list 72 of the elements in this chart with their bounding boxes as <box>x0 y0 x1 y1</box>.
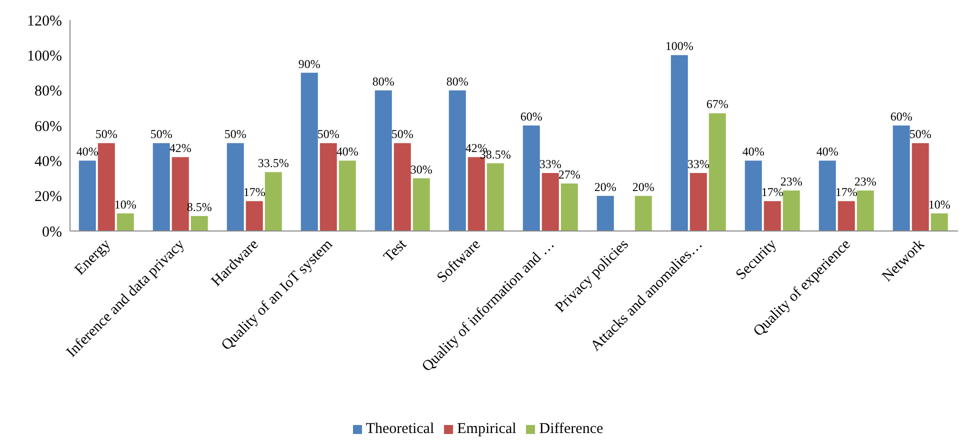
bar <box>338 160 356 231</box>
data-label: 67% <box>706 97 728 112</box>
data-label: 17% <box>243 185 266 200</box>
bar <box>98 143 115 231</box>
y-tick-label: 40% <box>34 154 62 170</box>
bar <box>468 157 485 231</box>
legend-label: Theoretical <box>366 421 434 437</box>
y-tick-label: 20% <box>34 189 62 206</box>
data-label: 60% <box>520 110 542 124</box>
bar <box>394 143 411 231</box>
data-label: 50% <box>391 127 414 142</box>
data-label: 33.5% <box>258 156 289 170</box>
bar <box>486 163 504 231</box>
bar <box>892 126 910 231</box>
bar <box>522 126 540 231</box>
x-tick-label: Test <box>380 236 410 266</box>
bar <box>226 143 244 231</box>
bar <box>690 172 707 231</box>
bar <box>190 216 208 231</box>
bar <box>764 201 781 231</box>
y-tick-label: 80% <box>34 84 62 100</box>
data-label: 90% <box>298 56 320 71</box>
bar <box>634 196 652 231</box>
bar <box>152 143 170 231</box>
bar <box>930 213 948 231</box>
legend-label: Difference <box>539 421 604 437</box>
bar <box>596 196 614 231</box>
y-tick-label: 0% <box>42 224 62 240</box>
bar <box>246 201 263 231</box>
bar <box>264 172 282 231</box>
data-label: 100% <box>665 39 694 54</box>
data-label: 60% <box>890 110 912 124</box>
bar <box>172 157 189 231</box>
data-label: 30% <box>410 162 432 176</box>
data-label: 50% <box>224 127 246 142</box>
bar <box>856 190 874 231</box>
bar <box>412 178 430 231</box>
data-label: 20% <box>632 180 654 194</box>
bar <box>116 213 134 231</box>
data-label: 10% <box>114 197 136 212</box>
bar <box>78 160 96 231</box>
bar <box>782 190 800 231</box>
data-label: 40% <box>76 144 98 159</box>
y-tick-label: 100% <box>27 48 62 64</box>
data-label: 33% <box>687 156 710 171</box>
data-label: 40% <box>336 144 358 159</box>
data-label: 42% <box>169 141 192 156</box>
bar <box>560 184 578 231</box>
bar <box>670 55 688 231</box>
legend-label: Empirical <box>457 421 516 437</box>
y-tick-label: 60% <box>34 118 62 135</box>
bar <box>448 90 466 231</box>
bar <box>912 143 929 231</box>
bar <box>818 160 836 231</box>
data-label: 50% <box>317 127 340 142</box>
bar <box>744 160 762 231</box>
data-label: 80% <box>446 74 468 88</box>
bar <box>374 90 392 231</box>
data-label: 50% <box>909 127 932 142</box>
data-label: 50% <box>95 127 118 142</box>
data-label: 40% <box>816 144 838 159</box>
data-label: 50% <box>150 127 172 142</box>
bar <box>708 113 726 231</box>
data-label: 10% <box>928 197 950 212</box>
data-label: 40% <box>742 144 764 159</box>
data-label: 80% <box>372 74 394 88</box>
bar <box>838 201 855 231</box>
bar <box>320 143 337 231</box>
bar <box>542 172 559 231</box>
y-tick-label: 120% <box>27 13 62 30</box>
data-label: 20% <box>594 180 616 194</box>
bar <box>300 72 318 231</box>
